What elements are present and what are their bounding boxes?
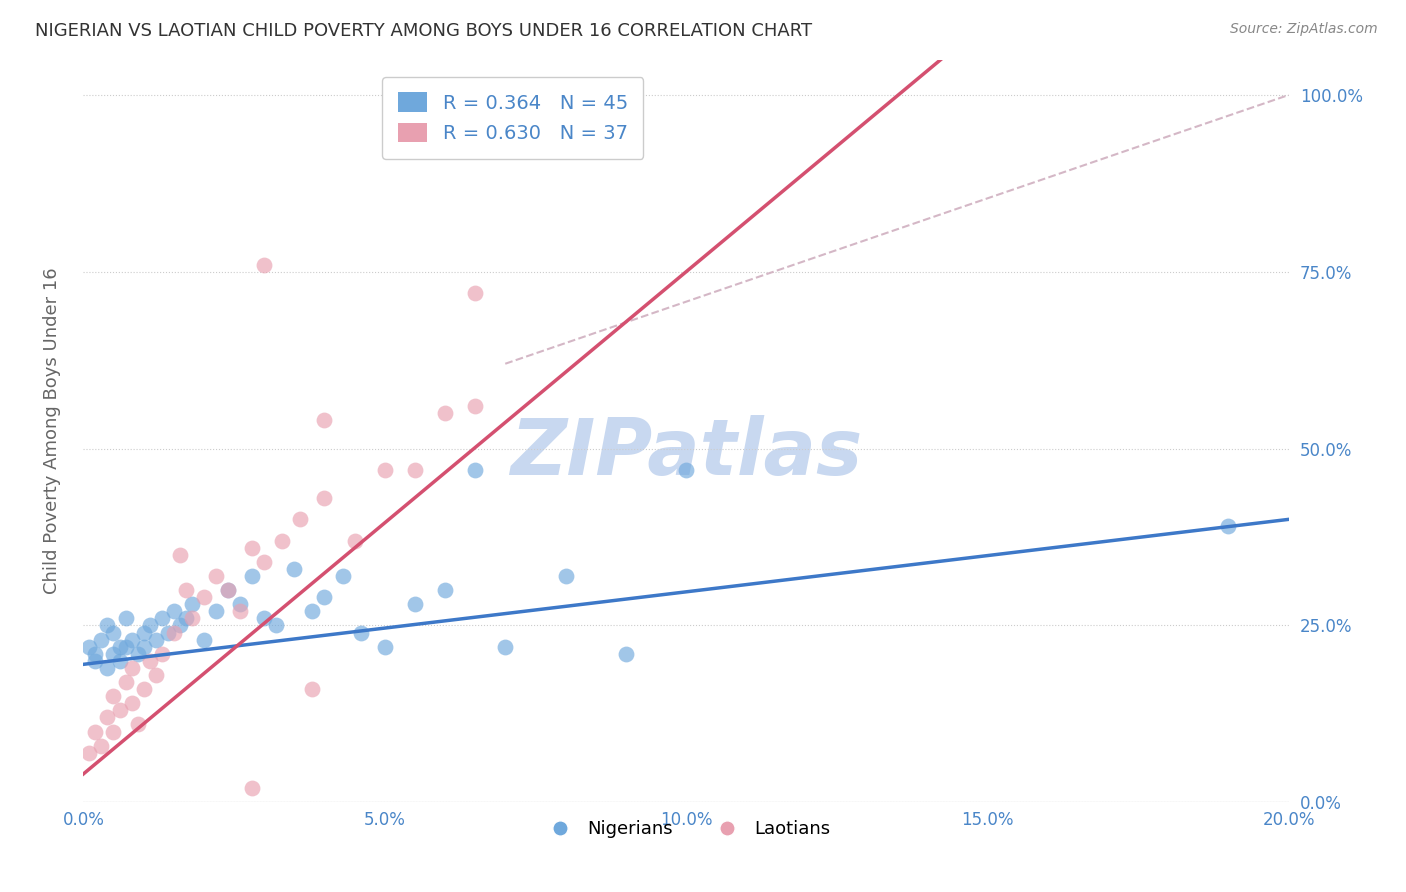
Point [103, 625, 125, 640]
Point [114, 675, 136, 690]
Point [145, 668, 167, 682]
Legend: Nigerians, Laotians: Nigerians, Laotians [534, 813, 838, 846]
Point [127, 647, 149, 661]
Y-axis label: Child Poverty Among Boys Under 16: Child Poverty Among Boys Under 16 [44, 268, 60, 594]
Point [253, 611, 276, 625]
Point [554, 569, 576, 583]
Point [332, 569, 354, 583]
Point [205, 569, 228, 583]
Point [404, 463, 426, 477]
Point [103, 689, 125, 703]
Text: Source: ZipAtlas.com: Source: ZipAtlas.com [1230, 22, 1378, 37]
Point [314, 491, 336, 505]
Point [103, 724, 125, 739]
Point [103, 647, 125, 661]
Point [193, 590, 215, 604]
Point [132, 682, 155, 697]
Point [90, 739, 112, 753]
Point [290, 512, 312, 526]
Point [240, 569, 263, 583]
Point [464, 463, 486, 477]
Point [314, 413, 336, 427]
Point [79, 640, 101, 654]
Text: NIGERIAN VS LAOTIAN CHILD POVERTY AMONG BOYS UNDER 16 CORRELATION CHART: NIGERIAN VS LAOTIAN CHILD POVERTY AMONG … [35, 22, 813, 40]
Point [433, 406, 456, 420]
Point [121, 696, 143, 710]
Point [193, 632, 215, 647]
Point [614, 647, 637, 661]
Point [132, 625, 155, 640]
Point [96, 618, 118, 632]
Point [240, 541, 263, 555]
Point [156, 625, 179, 640]
Point [271, 533, 294, 548]
Point [163, 604, 186, 618]
Point [84, 654, 107, 668]
Point [96, 710, 118, 724]
Point [121, 661, 143, 675]
Point [1218, 519, 1240, 533]
Point [114, 611, 136, 625]
Point [79, 746, 101, 760]
Point [121, 632, 143, 647]
Point [433, 583, 456, 598]
Point [349, 625, 371, 640]
Point [145, 632, 167, 647]
Point [150, 611, 173, 625]
Point [253, 258, 276, 272]
Point [174, 583, 197, 598]
Point [84, 724, 107, 739]
Point [374, 463, 396, 477]
Point [138, 618, 160, 632]
Point [253, 555, 276, 569]
Point [374, 640, 396, 654]
Point [464, 399, 486, 413]
Point [675, 463, 697, 477]
Point [217, 583, 239, 598]
Point [240, 781, 263, 796]
Point [108, 640, 131, 654]
Point [169, 548, 191, 562]
Point [264, 618, 287, 632]
Point [229, 604, 252, 618]
Point [301, 604, 323, 618]
Point [90, 632, 112, 647]
Point [229, 597, 252, 611]
Point [127, 717, 149, 731]
Point [114, 640, 136, 654]
Point [343, 533, 366, 548]
Point [301, 682, 323, 697]
Point [180, 597, 202, 611]
Point [404, 597, 426, 611]
Point [174, 611, 197, 625]
Point [283, 562, 305, 576]
Point [163, 625, 186, 640]
Point [84, 647, 107, 661]
Point [205, 604, 228, 618]
Point [96, 661, 118, 675]
Point [494, 640, 516, 654]
Point [314, 590, 336, 604]
Point [138, 654, 160, 668]
Point [150, 647, 173, 661]
Point [108, 703, 131, 717]
Point [217, 583, 239, 598]
Point [180, 611, 202, 625]
Point [108, 654, 131, 668]
Text: ZIPatlas: ZIPatlas [510, 415, 862, 491]
Point [169, 618, 191, 632]
Point [464, 285, 486, 300]
Point [132, 640, 155, 654]
